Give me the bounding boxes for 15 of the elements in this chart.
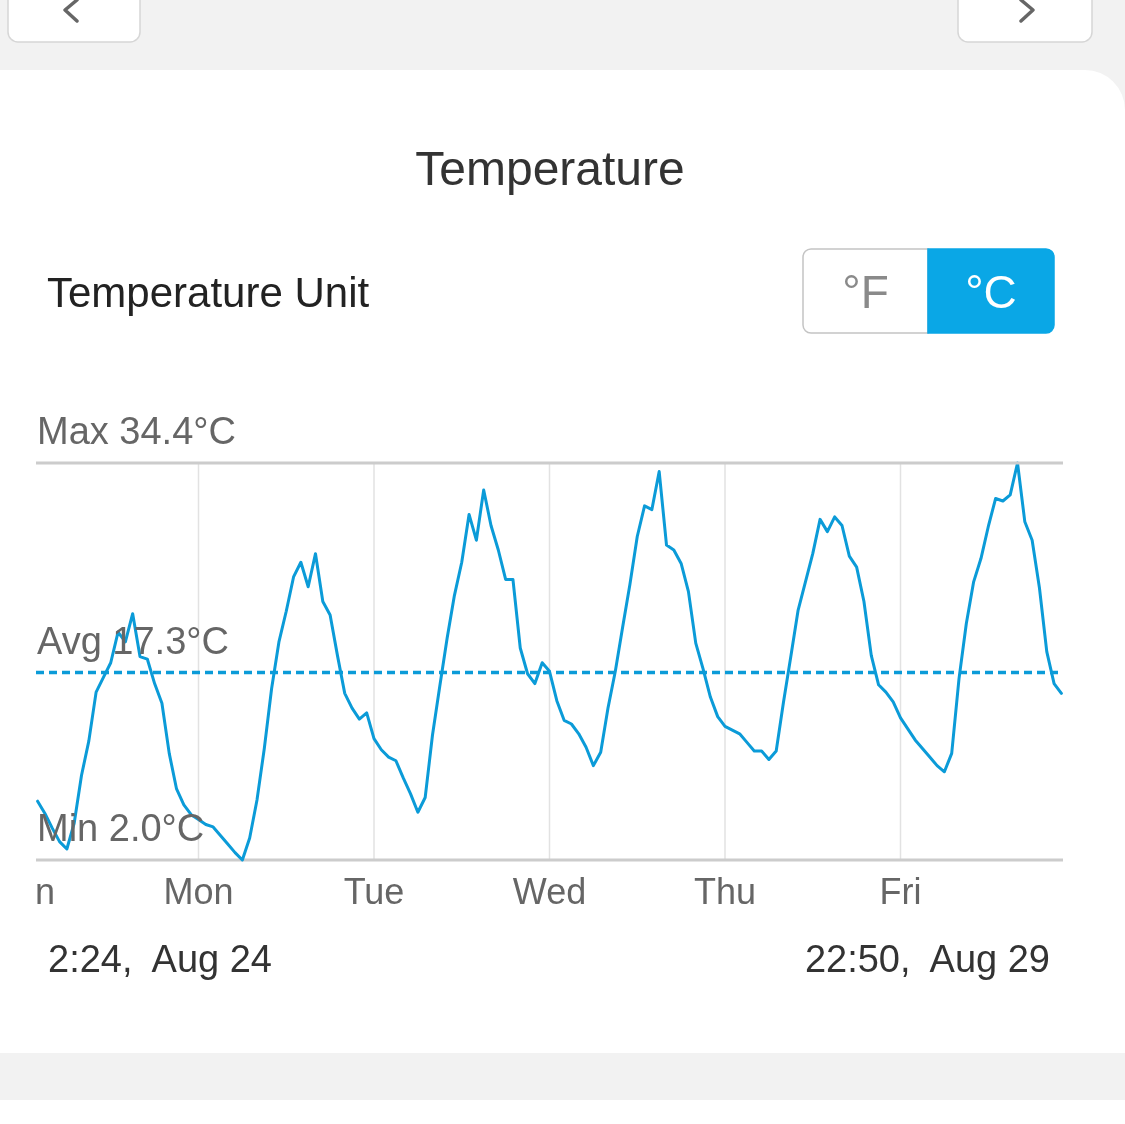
x-tick-label: Wed [512, 871, 587, 912]
x-tick-label: Mon [163, 871, 234, 912]
text: 2:24, Aug 24 [48, 938, 272, 980]
back-button[interactable] [7, 0, 141, 43]
x-tick-label: Fri [879, 871, 922, 912]
unit-button[interactable]: °F [802, 248, 929, 334]
selected-unit-button[interactable]: °C [927, 248, 1055, 334]
text: Temperature Unit [47, 269, 370, 316]
text: 22:50, Aug 29 [804, 938, 1050, 980]
x-tick-label: n [34, 871, 55, 912]
chart-title: Temperature [415, 142, 685, 195]
x-tick-label: Thu [693, 871, 757, 912]
x-tick-label: Tue [343, 871, 405, 912]
forward-button[interactable] [957, 0, 1093, 43]
ref-line-label: Max 34.4°C [37, 410, 236, 452]
